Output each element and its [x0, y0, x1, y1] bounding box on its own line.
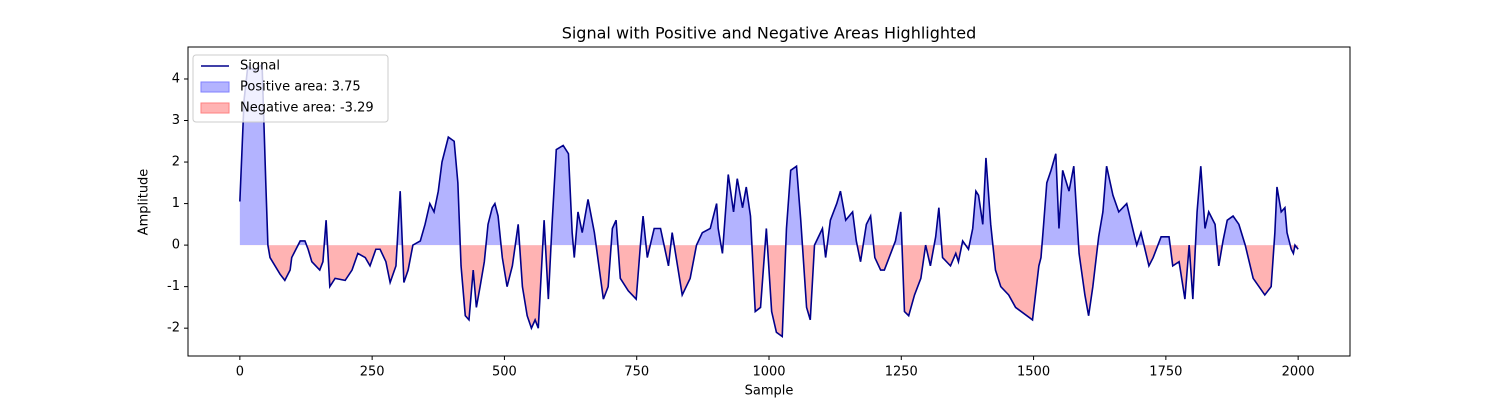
y-tick-label: -1	[167, 279, 180, 294]
x-tick-label: 750	[624, 365, 649, 380]
legend-swatch	[200, 102, 230, 114]
x-tick-label: 500	[492, 365, 517, 380]
legend-label: Negative area: -3.29	[240, 101, 374, 116]
y-tick-label: 1	[172, 196, 180, 211]
positive-area	[239, 64, 1291, 246]
y-tick-label: 2	[172, 155, 180, 170]
x-tick-label: 1500	[1017, 365, 1050, 380]
legend-swatch	[200, 81, 230, 93]
y-tick-label: 0	[172, 238, 180, 253]
x-tick-label: 250	[360, 365, 385, 380]
signal-line	[239, 62, 1299, 338]
x-tick-label: 1000	[752, 365, 785, 380]
y-axis-label: Amplitude	[137, 169, 152, 236]
y-tick-label: -2	[167, 321, 180, 336]
x-tick-label: 1750	[1149, 365, 1182, 380]
x-tick-label: 1250	[885, 365, 918, 380]
x-axis-label: Sample	[745, 384, 794, 399]
y-tick-label: 3	[172, 113, 180, 128]
x-tick-label: 0	[236, 365, 244, 380]
plot-frame	[187, 46, 1351, 357]
chart-title: Signal with Positive and Negative Areas …	[562, 24, 977, 43]
x-tick-label: 2000	[1282, 365, 1315, 380]
y-tick-label: 4	[172, 71, 180, 86]
legend-box	[192, 54, 389, 123]
legend-label: Positive area: 3.75	[240, 80, 361, 95]
legend-label: Signal	[240, 59, 280, 74]
